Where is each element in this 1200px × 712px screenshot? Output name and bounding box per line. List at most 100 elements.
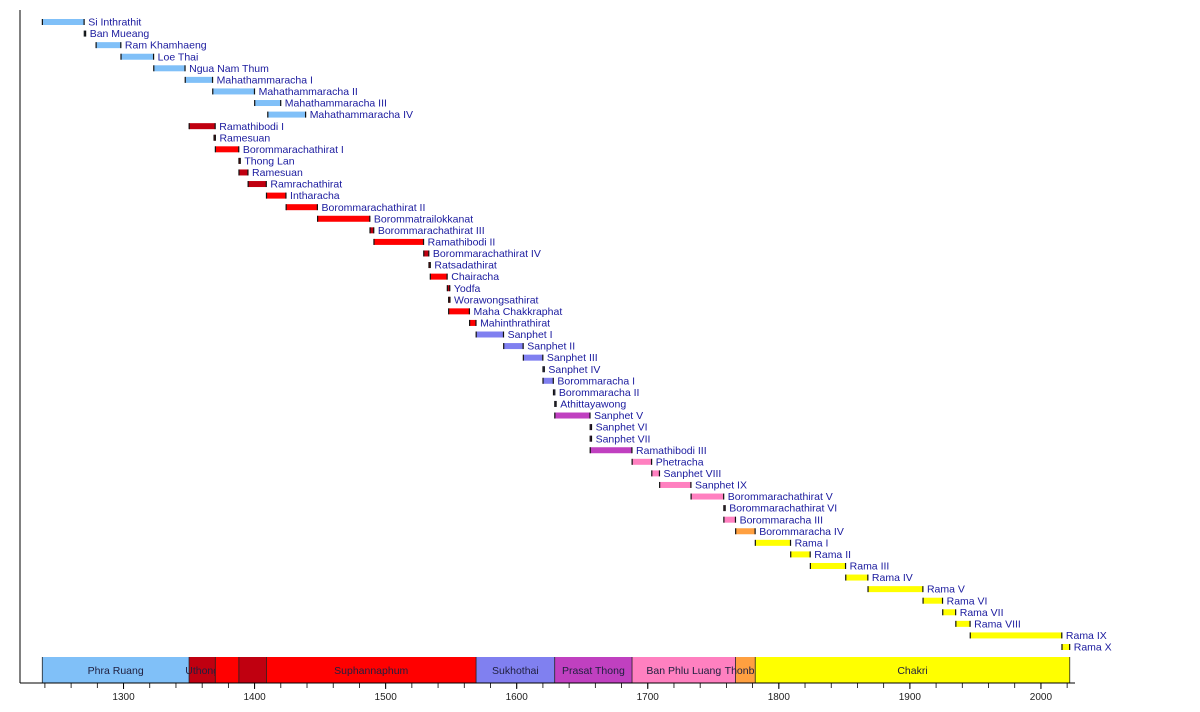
reign-label: Ratsadathirat	[434, 260, 497, 272]
reign-start-marker	[238, 157, 240, 164]
reign-bar	[590, 447, 633, 454]
reign-start-marker	[41, 19, 43, 25]
reign-bar	[503, 343, 524, 350]
reign-bar	[590, 435, 592, 442]
reign-start-marker	[723, 505, 725, 512]
reign-bar	[254, 100, 281, 107]
reign-start-marker	[754, 539, 756, 546]
reign-bar	[810, 562, 846, 569]
reign-label: Ramesuan	[252, 167, 303, 179]
reign-start-marker	[213, 134, 215, 141]
reign-bar	[632, 458, 652, 465]
reign-start-marker	[83, 30, 85, 37]
reign-end-marker	[502, 331, 505, 338]
reign-label: Ramathibodi II	[428, 237, 496, 249]
reign-label: Worawongsathirat	[454, 294, 539, 306]
reign-label: Rama X	[1074, 642, 1112, 654]
reign-end-marker	[658, 470, 661, 477]
reign-end-marker	[809, 551, 811, 558]
dynasty-band	[189, 657, 216, 683]
reign-start-marker	[475, 331, 477, 338]
reign-end-marker	[152, 53, 155, 60]
reign-label: Borommatrailokkanat	[374, 213, 473, 225]
reign-bar	[185, 76, 213, 83]
reign-label: Borommaracha IV	[759, 526, 844, 538]
dynasty-label: Prasat Thong	[562, 665, 625, 677]
reign-bar	[735, 528, 756, 535]
reign-start-marker	[369, 227, 371, 234]
reign-end-marker	[373, 227, 375, 234]
reign-end-marker	[280, 100, 282, 107]
reign-bar	[84, 30, 86, 37]
reign-bar	[554, 412, 591, 419]
reign-label: Mahathammaracha IV	[310, 109, 413, 121]
reign-start-marker	[554, 412, 556, 419]
reign-label: Rama VIII	[974, 618, 1021, 630]
reign-label: Borommaracha III	[740, 514, 823, 526]
reign-end-marker	[734, 516, 737, 523]
reign-bar	[96, 42, 121, 49]
x-tick-label: 1900	[899, 692, 922, 703]
dynasty-label: Sukhothai	[492, 665, 539, 677]
reign-label: Borommarachathirat IV	[433, 248, 541, 260]
reign-bar	[590, 424, 592, 431]
reign-end-marker	[475, 319, 477, 326]
reign-end-marker	[555, 400, 557, 407]
reign-label: Rama II	[814, 549, 851, 561]
reign-bar	[723, 505, 726, 512]
reign-start-marker	[790, 551, 792, 558]
reign-start-marker	[429, 273, 431, 280]
reign-start-marker	[809, 562, 811, 569]
reign-label: Sanphet V	[594, 410, 643, 422]
reign-start-marker	[651, 470, 653, 477]
reign-start-marker	[120, 53, 122, 60]
reign-start-marker	[942, 609, 944, 616]
reign-label: Yodfa	[454, 283, 481, 295]
reign-bar	[469, 319, 477, 326]
reign-bar	[317, 215, 370, 222]
reign-label: Sanphet II	[527, 341, 575, 353]
reign-end-marker	[446, 273, 448, 280]
reign-bar	[659, 481, 692, 488]
reign-label: Rama VII	[960, 607, 1004, 619]
reign-end-marker	[589, 412, 591, 419]
reign-bar	[755, 539, 791, 546]
reign-bar	[42, 19, 85, 25]
reign-bar	[286, 204, 318, 211]
reign-label: Ramathibodi III	[636, 445, 707, 457]
reign-bar	[553, 389, 555, 396]
reign-end-marker	[238, 146, 240, 153]
reign-start-marker	[247, 181, 249, 188]
reign-bar	[448, 296, 451, 303]
reign-start-marker	[153, 65, 155, 72]
dynasty-label: Ban Phlu Luang	[646, 665, 721, 677]
reign-start-marker	[95, 42, 97, 49]
reign-bar	[922, 597, 943, 604]
reign-label: Sanphet IX	[695, 480, 747, 492]
reign-label: Si Inthrathit	[88, 17, 141, 29]
reign-end-marker	[214, 123, 216, 130]
reign-start-marker	[969, 632, 971, 639]
reign-bar	[213, 134, 216, 141]
reign-label: Ramesuan	[219, 132, 270, 144]
dynasty-band	[238, 657, 267, 683]
reign-end-marker	[247, 169, 249, 176]
reign-end-marker	[83, 19, 85, 25]
reign-end-marker	[552, 377, 554, 384]
reign-start-marker	[1061, 644, 1063, 650]
reign-label: Maha Chakkraphat	[474, 306, 563, 318]
reign-label: Borommarachathirat V	[728, 491, 833, 503]
reign-bar	[189, 123, 216, 130]
reign-bar	[215, 146, 239, 153]
reign-bar	[238, 169, 249, 176]
reign-label: Mahathammaracha II	[259, 86, 358, 98]
reign-label: Chairacha	[451, 271, 499, 283]
reign-start-marker	[659, 481, 661, 488]
reign-label: Sanphet IV	[548, 364, 600, 376]
reign-label: Borommaracha II	[559, 387, 640, 399]
reign-bar	[845, 574, 868, 581]
reign-end-marker	[265, 181, 267, 188]
reign-label: Borommarachathirat I	[243, 144, 344, 156]
reign-bar	[212, 88, 255, 95]
reign-end-marker	[554, 389, 556, 396]
